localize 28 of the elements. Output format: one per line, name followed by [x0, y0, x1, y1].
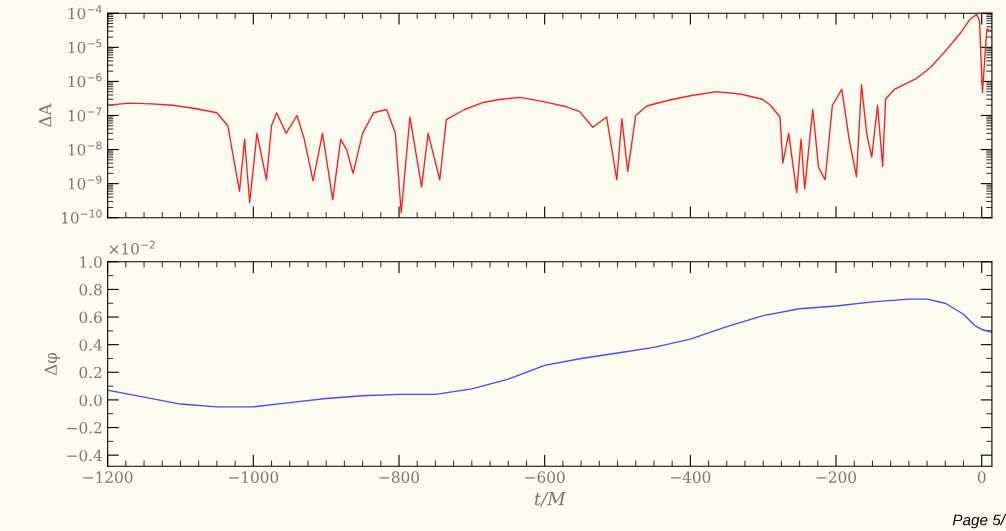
x-tick-label: 0	[977, 471, 986, 483]
y-axis-title: Δφ	[44, 352, 61, 376]
y-tick-label: 10$^{−9}$	[68, 175, 102, 190]
x-axis-title: t/M	[534, 491, 567, 507]
text: ×10$^{−2}$	[109, 240, 155, 255]
x-tick-label: −200	[816, 471, 856, 483]
y-tick-label: 1.0	[80, 256, 102, 268]
y-tick-label: 10$^{−6}$	[68, 73, 102, 88]
y-tick-label: 0.0	[79, 394, 102, 406]
text: Page 5/	[952, 514, 1006, 529]
y-tick-label: 10$^{−10}$	[62, 209, 102, 224]
x-tick-label: −1000	[229, 471, 279, 483]
y-tick-label: 0.2	[79, 366, 102, 379]
y-tick-label: 10$^{−7}$	[68, 107, 102, 122]
y-tick-label: −0.2	[67, 422, 102, 434]
y-tick-label: 10$^{−4}$	[68, 5, 102, 20]
x-tick-label: −800	[379, 471, 419, 483]
y-axis-title: ΔA	[38, 103, 52, 127]
x-tick-label: −400	[671, 471, 711, 483]
y-tick-label: 0.8	[79, 283, 102, 296]
y-tick-label: 10$^{−8}$	[68, 141, 102, 156]
x-tick-label: −600	[525, 471, 565, 483]
y-tick-label: −0.4	[67, 449, 103, 462]
y-tick-label: 0.4	[79, 339, 103, 351]
x-tick-label: −1200	[83, 471, 133, 483]
line-series	[107, 298, 992, 408]
y-tick-label: 10$^{−5}$	[68, 39, 102, 54]
y-tick-label: 0.6	[79, 311, 102, 324]
